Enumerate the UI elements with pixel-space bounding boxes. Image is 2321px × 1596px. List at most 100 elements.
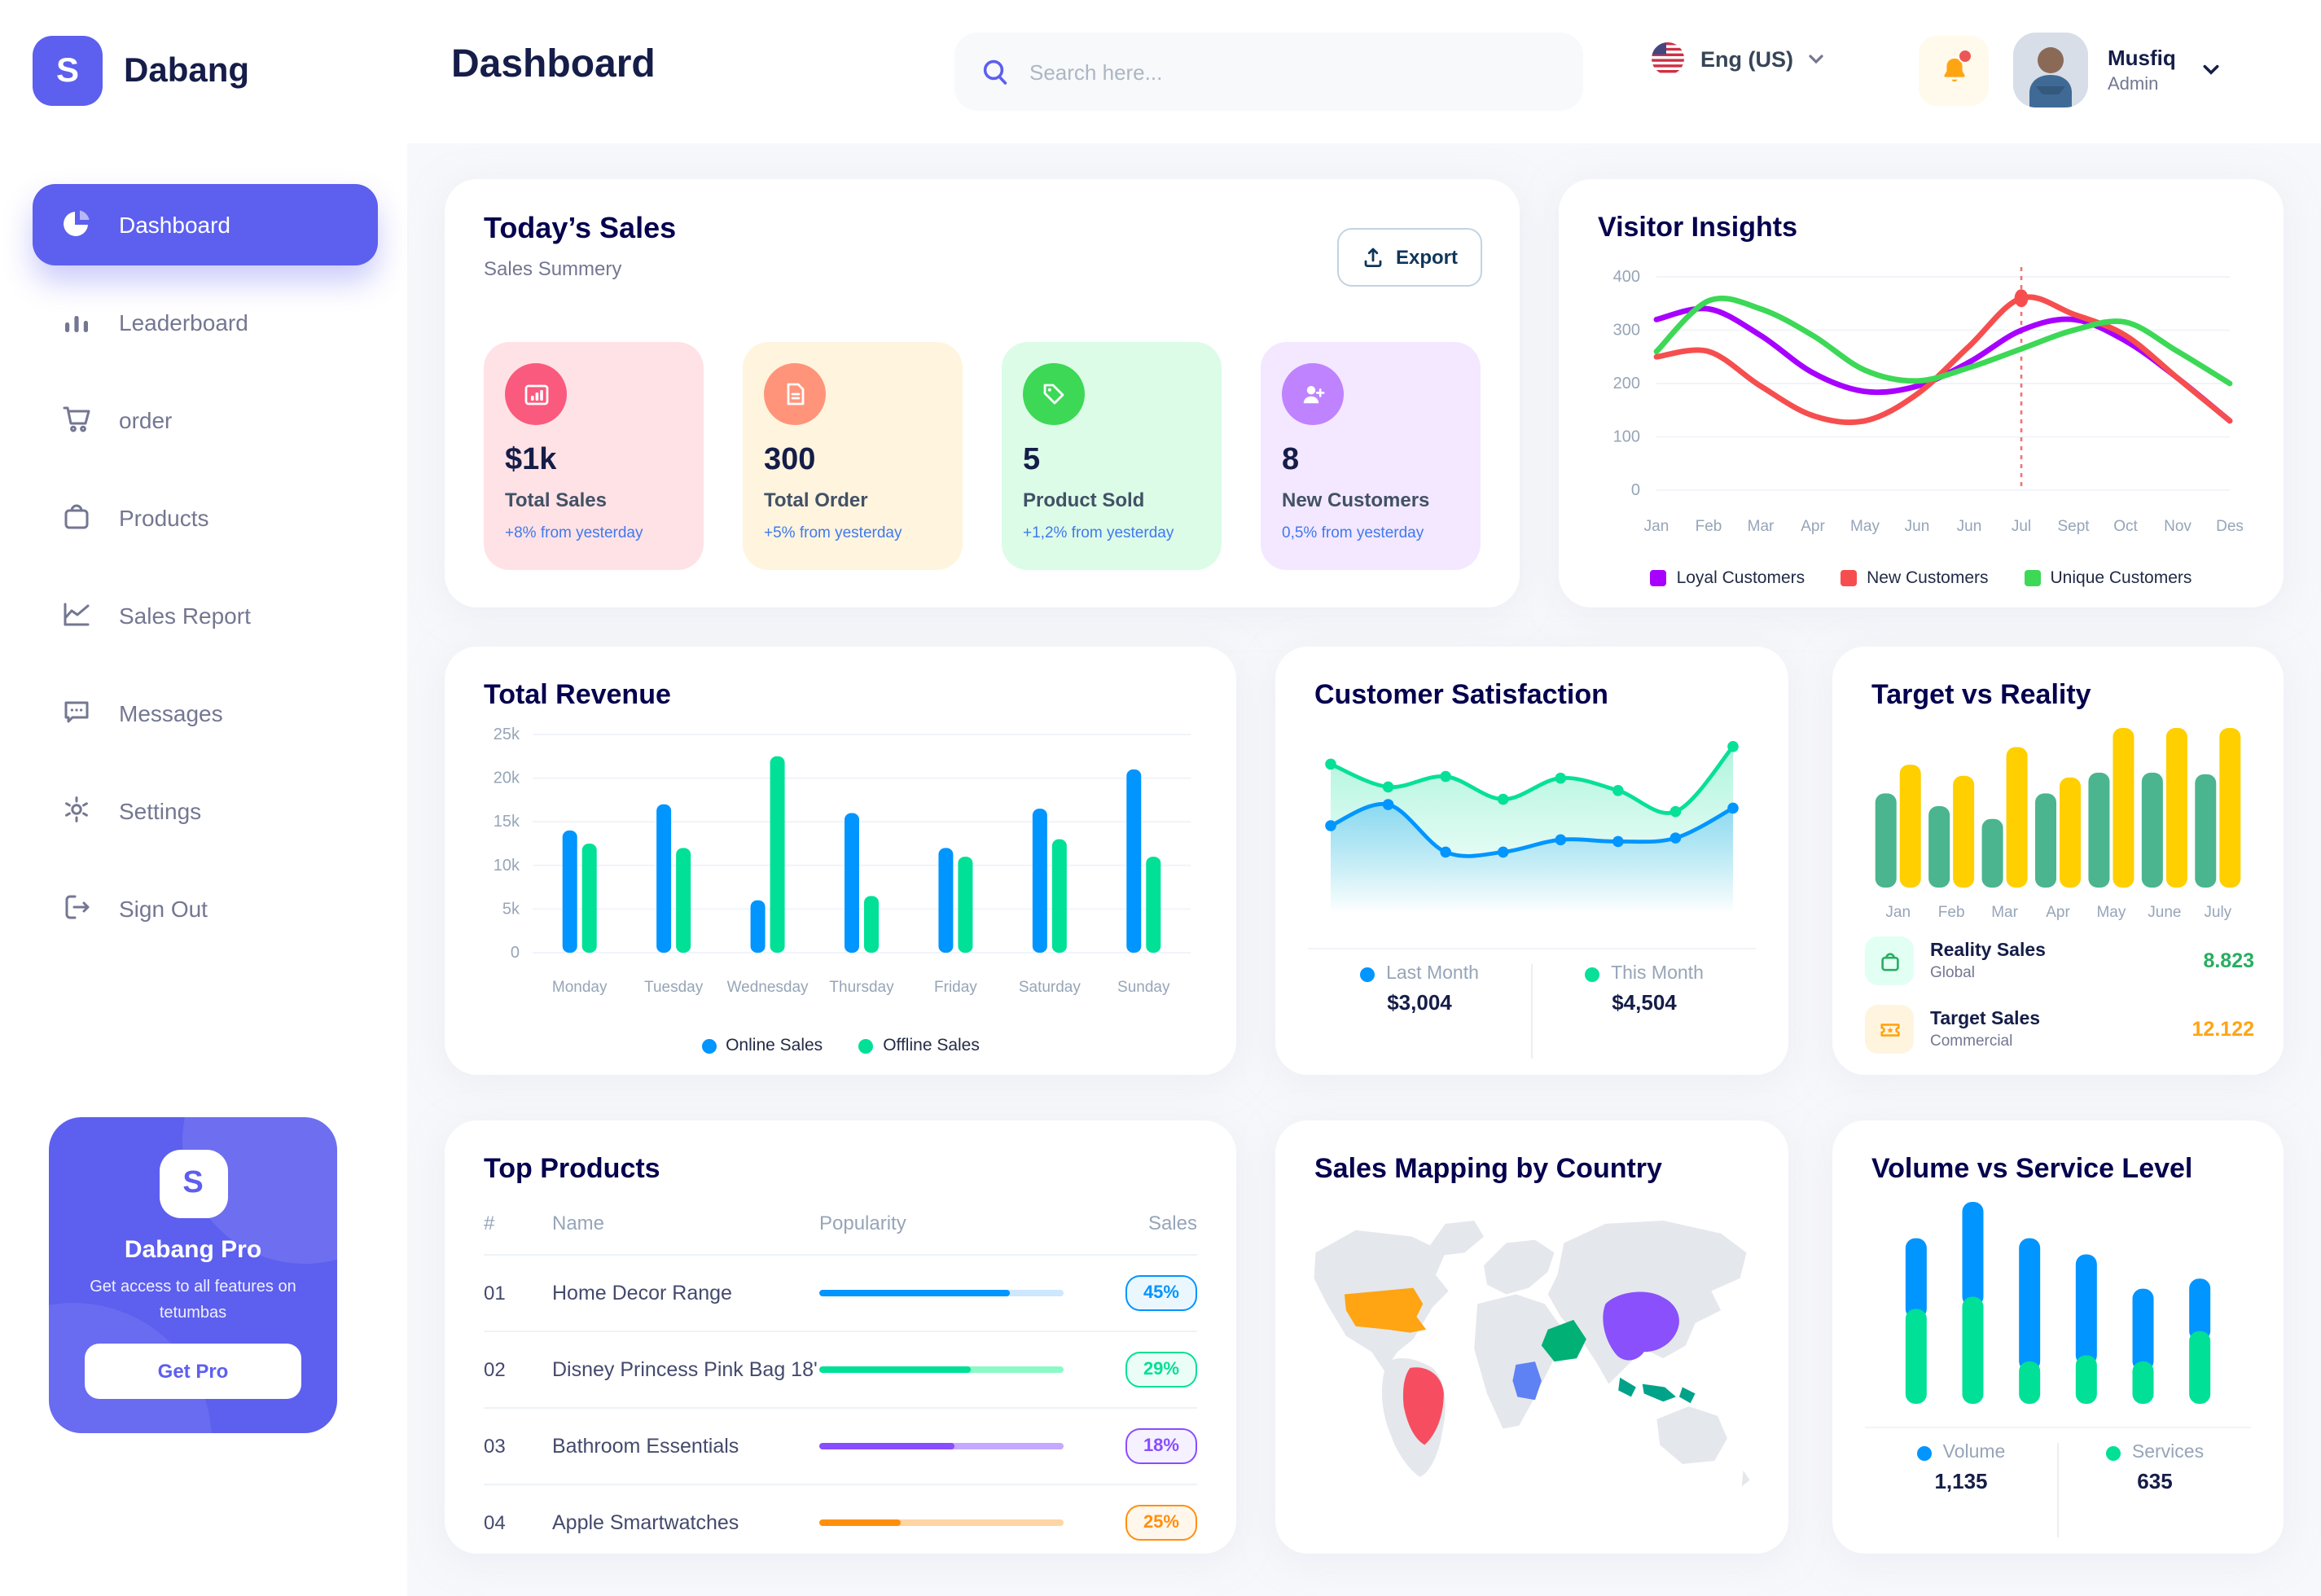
svg-text:Apr: Apr bbox=[1801, 518, 1825, 535]
visitor-legend: Loyal Customers New Customers Unique Cus… bbox=[1559, 568, 2284, 588]
card-title: Today’s Sales bbox=[484, 212, 677, 244]
map-greenland bbox=[1429, 1221, 1484, 1256]
row-name: Disney Princess Pink Bag 18' bbox=[552, 1357, 818, 1380]
country-dr-congo[interactable] bbox=[1512, 1361, 1542, 1401]
legend-value: 12.122 bbox=[2192, 1018, 2254, 1041]
bag-icon bbox=[1865, 936, 1914, 985]
legend-value: 8.823 bbox=[2203, 949, 2254, 972]
table-row[interactable]: 04 Apple Smartwatches 25% bbox=[484, 1484, 1197, 1560]
legend-label: This Month bbox=[1611, 964, 1704, 984]
col-sales: Sales bbox=[1147, 1212, 1197, 1234]
export-button[interactable]: Export bbox=[1336, 228, 1482, 287]
legend-label: Unique Customers bbox=[2050, 568, 2192, 588]
country-brazil[interactable] bbox=[1402, 1367, 1444, 1445]
table-header: # Name Popularity Sales bbox=[484, 1212, 1197, 1256]
chevron-down-icon bbox=[2202, 64, 2220, 77]
card-title: Target vs Reality bbox=[1871, 679, 2091, 710]
card-title: Customer Satisfaction bbox=[1314, 679, 1608, 710]
legend-sublabel: Commercial bbox=[1930, 1032, 2013, 1050]
svg-text:Oct: Oct bbox=[2113, 518, 2138, 535]
language-selector[interactable]: Eng (US) bbox=[1650, 41, 1824, 77]
svg-text:200: 200 bbox=[1613, 375, 1640, 392]
stat-total-order: 300 Total Order +5% from yesterday bbox=[743, 342, 963, 570]
legend-label: Offline Sales bbox=[883, 1036, 980, 1055]
svg-text:0: 0 bbox=[511, 944, 520, 962]
legend-services: Services 635 bbox=[2057, 1443, 2251, 1537]
get-pro-button[interactable]: Get Pro bbox=[85, 1344, 301, 1399]
legend-item: Loyal Customers bbox=[1650, 568, 1805, 588]
sidebar-item-settings[interactable]: Settings bbox=[33, 770, 378, 852]
legend-swatch bbox=[1841, 570, 1858, 586]
top-products-card: Top Products # Name Popularity Sales 01 … bbox=[445, 1120, 1236, 1554]
popularity-track bbox=[819, 1366, 1064, 1372]
sidebar-item-leaderboard[interactable]: Leaderboard bbox=[33, 282, 378, 363]
stat-delta: 0,5% from yesterday bbox=[1282, 524, 1424, 542]
pro-promo-card: S Dabang Pro Get access to all features … bbox=[49, 1117, 337, 1433]
legend-value: $3,004 bbox=[1387, 990, 1452, 1015]
table-row[interactable]: 03 Bathroom Essentials 18% bbox=[484, 1407, 1197, 1485]
cart-icon bbox=[60, 401, 93, 439]
col-name: Name bbox=[552, 1212, 605, 1234]
table-row[interactable]: 02 Disney Princess Pink Bag 18' 29% bbox=[484, 1331, 1197, 1409]
stat-label: Total Order bbox=[764, 489, 868, 511]
map-africa bbox=[1474, 1294, 1561, 1429]
stat-new-customers: 8 New Customers 0,5% from yesterday bbox=[1261, 342, 1481, 570]
legend-swatch bbox=[1650, 570, 1667, 586]
legend-sublabel: Global bbox=[1930, 963, 1975, 981]
col-num: # bbox=[484, 1212, 495, 1234]
country-china[interactable] bbox=[1603, 1291, 1679, 1361]
export-label: Export bbox=[1395, 246, 1458, 269]
customer-satisfaction-chart bbox=[1325, 741, 1739, 914]
row-num: 03 bbox=[484, 1434, 506, 1457]
svg-text:June: June bbox=[2148, 904, 2181, 921]
volume-vs-service-card: Volume vs Service Level Volume 1,135 Ser… bbox=[1832, 1120, 2284, 1554]
legend-item: Online Sales bbox=[701, 1036, 823, 1055]
sales-badge: 45% bbox=[1125, 1274, 1197, 1310]
svg-text:Jul: Jul bbox=[2012, 518, 2031, 535]
sign-out-icon bbox=[60, 890, 93, 927]
country-indonesia[interactable] bbox=[1618, 1377, 1696, 1404]
search-bar bbox=[954, 33, 1583, 111]
table-row[interactable]: 01 Home Decor Range 45% bbox=[484, 1254, 1197, 1332]
gear-icon bbox=[60, 792, 93, 830]
avatar bbox=[2013, 33, 2088, 107]
svg-text:Apr: Apr bbox=[2046, 904, 2070, 921]
volume-vs-service-chart bbox=[1905, 1202, 2211, 1404]
sidebar-item-products[interactable]: Products bbox=[33, 477, 378, 559]
sidebar-item-sign-out[interactable]: Sign Out bbox=[33, 868, 378, 949]
sidebar-item-label: Sign Out bbox=[119, 896, 208, 922]
svg-text:100: 100 bbox=[1613, 428, 1640, 446]
legend-label: Online Sales bbox=[726, 1036, 823, 1055]
country-united-states[interactable] bbox=[1344, 1287, 1427, 1333]
legend-texts: Target Sales Commercial bbox=[1930, 1009, 2040, 1050]
sales-badge: 25% bbox=[1125, 1504, 1197, 1540]
row-name: Bathroom Essentials bbox=[552, 1434, 739, 1457]
revenue-legend: Online Sales Offline Sales bbox=[445, 1036, 1236, 1055]
sidebar-item-sales-report[interactable]: Sales Report bbox=[33, 575, 378, 656]
target-legend: Reality Sales Global 8.823 Target Sales … bbox=[1865, 927, 2254, 1063]
legend-target-sales: Target Sales Commercial 12.122 bbox=[1865, 995, 2254, 1063]
sidebar-item-dashboard[interactable]: Dashboard bbox=[33, 184, 378, 265]
svg-text:15k: 15k bbox=[494, 813, 520, 831]
search-input[interactable] bbox=[1026, 58, 1557, 86]
legend-label: New Customers bbox=[1867, 568, 1989, 588]
target-vs-reality-chart: Jan Feb Mar Apr May June July bbox=[1875, 728, 2241, 921]
sidebar-item-order[interactable]: order bbox=[33, 379, 378, 461]
popularity-fill bbox=[819, 1519, 900, 1525]
notification-bell-button[interactable] bbox=[1919, 36, 1989, 106]
country-saudi-arabia[interactable] bbox=[1541, 1319, 1586, 1362]
sidebar-item-label: Leaderboard bbox=[119, 309, 248, 335]
legend-label: Services bbox=[2131, 1443, 2205, 1462]
legend-label: Loyal Customers bbox=[1676, 568, 1805, 588]
legend-this-month: This Month $4,504 bbox=[1531, 964, 1756, 1059]
chat-icon bbox=[60, 695, 93, 732]
stat-delta: +5% from yesterday bbox=[764, 524, 902, 542]
row-num: 04 bbox=[484, 1510, 506, 1533]
legend-item: Offline Sales bbox=[858, 1036, 980, 1055]
svg-text:Jan: Jan bbox=[1885, 904, 1911, 921]
row-num: 02 bbox=[484, 1357, 506, 1380]
svg-text:Sunday: Sunday bbox=[1117, 979, 1170, 996]
legend-label: Target Sales bbox=[1930, 1009, 2041, 1028]
sidebar-item-messages[interactable]: Messages bbox=[33, 673, 378, 754]
profile-menu[interactable]: Musfiq Admin bbox=[2013, 33, 2220, 107]
